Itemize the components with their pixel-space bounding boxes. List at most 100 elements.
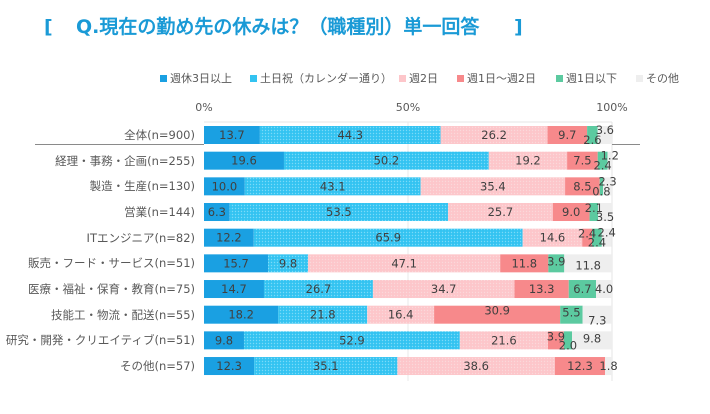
- data-label: 11.8: [511, 256, 537, 270]
- bar-segment: [601, 228, 612, 247]
- category-label: その他(n=57): [119, 359, 195, 374]
- data-label: 2.3: [598, 174, 616, 188]
- data-label: 2.4: [598, 226, 616, 240]
- data-label: 9.7: [558, 128, 576, 142]
- bar-segment: [603, 177, 612, 196]
- data-label: 14.6: [540, 231, 566, 245]
- bar-segment: [204, 126, 260, 144]
- bar-segment: [582, 228, 593, 247]
- legend-label: その他: [646, 72, 679, 85]
- data-label: 14.7: [221, 282, 247, 296]
- category-label: 営業(n=144): [124, 205, 195, 219]
- data-label: 4.0: [595, 282, 613, 296]
- bar-segment: [605, 357, 612, 376]
- bar-segment: [597, 151, 608, 170]
- data-label: 38.6: [463, 359, 489, 373]
- bar-segment: [548, 254, 565, 273]
- data-label: 5.5: [562, 306, 580, 320]
- legend-swatch-icon: [160, 74, 167, 82]
- bar-segment: [259, 126, 441, 144]
- data-label: 12.3: [567, 359, 593, 373]
- legend-item: 週休3日以上: [160, 70, 232, 86]
- data-label: 2.6: [583, 133, 601, 147]
- x-tick-label: 50%: [395, 101, 421, 114]
- data-label: 13.7: [219, 128, 245, 142]
- bar-segment: [514, 280, 569, 299]
- bar-segment: [567, 151, 598, 170]
- legend-item: 週1日～週2日: [457, 70, 536, 86]
- legend-swatch-icon: [556, 74, 563, 82]
- data-label: 18.2: [228, 308, 254, 322]
- data-label: 3.9: [547, 329, 565, 343]
- bar-segment: [572, 331, 612, 350]
- category-label: 医療・福祉・保育・教育(n=75): [27, 282, 195, 297]
- bar-segment: [552, 203, 590, 222]
- bar-segment: [420, 177, 566, 196]
- data-label: 9.8: [279, 256, 297, 270]
- title-text: Q.現在の勤め先の休みは？（職種別）単一回答: [76, 16, 480, 38]
- bar-segment: [244, 177, 421, 196]
- bar-segment: [447, 203, 553, 222]
- bar-segment: [204, 357, 255, 376]
- data-label: 11.8: [575, 258, 601, 272]
- bar-segment: [308, 254, 501, 273]
- category-label: ITエンジニア(n=82): [86, 230, 195, 245]
- data-label: 50.2: [374, 154, 400, 168]
- bar-segment: [597, 126, 612, 144]
- legend-swatch-icon: [399, 74, 406, 82]
- bar-segment: [568, 280, 597, 299]
- data-label: 43.1: [320, 179, 346, 193]
- data-label: 19.2: [515, 154, 541, 168]
- data-label: 26.2: [481, 128, 507, 142]
- category-label: 経理・事務・企画(n=255): [55, 153, 195, 168]
- bar-segment: [243, 331, 460, 350]
- bars: [204, 126, 612, 376]
- bar-segment: [204, 280, 264, 299]
- bar-segment: [367, 305, 435, 324]
- bar-segment: [397, 357, 555, 376]
- bar-segment: [596, 280, 612, 299]
- data-label: 9.8: [583, 331, 601, 345]
- bar-segment: [372, 280, 515, 299]
- data-label: 3.5: [596, 210, 614, 224]
- data-label: 47.1: [391, 256, 417, 270]
- data-label: 1.2: [601, 149, 619, 163]
- legend-item: 土日祝（カレンダー通り）: [250, 70, 392, 86]
- bar-segment: [598, 203, 612, 222]
- data-label: 34.7: [431, 282, 457, 296]
- data-label: 2.4: [588, 236, 606, 250]
- legend-item: 週1日以下: [556, 70, 617, 86]
- data-label: 0.8: [592, 184, 610, 198]
- data-label: 2.1: [585, 201, 603, 215]
- bar-segment: [263, 280, 373, 299]
- bar-segment: [434, 305, 561, 324]
- chart-title: [ Q.現在の勤め先の休みは？（職種別）単一回答 ]: [44, 12, 564, 42]
- legend-label: 週2日: [409, 72, 438, 85]
- data-label: 10.0: [212, 179, 238, 193]
- bar-segment: [564, 254, 612, 273]
- legend-label: 週1日～週2日: [467, 72, 536, 85]
- data-label: 35.4: [480, 179, 506, 193]
- data-label: 1.8: [599, 359, 617, 373]
- data-label: 6.7: [573, 282, 591, 296]
- legend-label: 週1日以下: [566, 72, 617, 85]
- bar-segment: [204, 228, 254, 247]
- bar-segment: [488, 151, 568, 170]
- data-label: 21.6: [491, 333, 517, 347]
- data-label: 35.1: [313, 359, 339, 373]
- bar-segment: [563, 331, 573, 350]
- bar-segment: [254, 357, 398, 376]
- data-label: 2.4: [578, 227, 596, 241]
- x-tick-label: 0%: [195, 101, 213, 114]
- data-label: 2.4: [593, 159, 611, 173]
- data-label: 65.9: [375, 231, 401, 245]
- category-label: 製造・生産(n=130): [89, 179, 195, 194]
- bar-segment: [278, 305, 368, 324]
- bar-segment: [204, 254, 269, 273]
- data-label: 21.8: [310, 308, 336, 322]
- data-label: 15.7: [223, 256, 249, 270]
- bar-segment: [283, 151, 489, 170]
- data-label: 7.5: [573, 154, 591, 168]
- legend-swatch-icon: [250, 74, 257, 82]
